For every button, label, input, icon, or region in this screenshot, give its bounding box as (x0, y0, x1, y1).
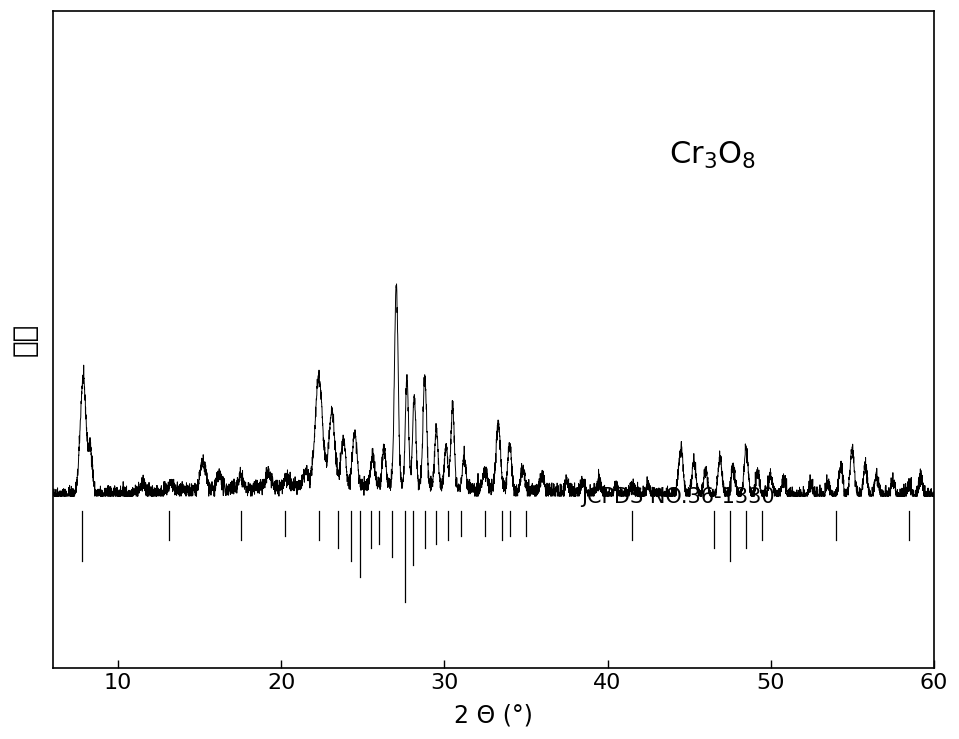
Text: Cr$_3$O$_8$: Cr$_3$O$_8$ (669, 140, 757, 171)
X-axis label: 2 Θ (°): 2 Θ (°) (454, 704, 533, 728)
Y-axis label: 強度: 強度 (12, 323, 39, 356)
Text: JCPDS NO.36-1330: JCPDS NO.36-1330 (581, 487, 775, 507)
